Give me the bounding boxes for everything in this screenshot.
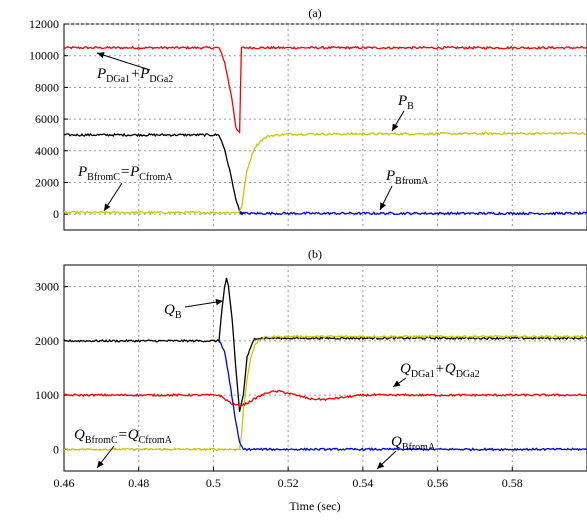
- series-annotation: PBfromA: [379, 168, 429, 211]
- annotation-arrowhead: [97, 52, 105, 59]
- y-tick-label: 12000: [29, 17, 59, 31]
- annotation-arrowhead: [215, 298, 223, 306]
- y-tick-label: 10000: [29, 49, 59, 63]
- annotation-arrowhead: [392, 123, 399, 131]
- series-annotation: PBfromC=PCfromA: [77, 164, 173, 212]
- series-line: [64, 334, 587, 452]
- series-line: [64, 389, 587, 408]
- series-annotation: QDGa1+QDGa2: [392, 361, 480, 388]
- y-tick-label: 0: [53, 207, 59, 221]
- annotation-label: PBfromC=PCfromA: [77, 164, 173, 183]
- annotation-label: QDGa1+QDGa2: [400, 361, 480, 380]
- chart-panel-b: (b) 0 1000 2000 3000 0.46 0.48 0.5 0.52 0.54 0.5…: [35, 247, 587, 513]
- series-line: [64, 132, 244, 215]
- panel-a-grid: [64, 23, 587, 230]
- panel-b-title: (b): [308, 247, 322, 261]
- annotation-label: QBfromA: [391, 434, 436, 453]
- series-annotation: PB: [391, 93, 414, 132]
- y-tick-label: 1000: [35, 388, 59, 402]
- x-tick-label: 0.52: [278, 476, 299, 490]
- panel-b-x-ticks: 0.46 0.48 0.5 0.52 0.54 0.56 0.58: [54, 467, 523, 490]
- x-tick-label: 0.56: [427, 476, 448, 490]
- y-tick-label: 0: [53, 442, 59, 456]
- annotation-arrowhead: [104, 203, 111, 211]
- annotation-label: QB: [164, 302, 182, 321]
- panel-a-series: [64, 45, 587, 216]
- panel-b-frame: [63, 264, 587, 472]
- annotation-label: PB: [397, 93, 414, 112]
- panel-a-y-ticks: 0 2000 4000 6000 8000 10000 12000: [29, 17, 68, 221]
- series-annotation: QBfromA: [376, 434, 436, 470]
- x-tick-label: 0.58: [502, 476, 523, 490]
- panel-b-annotations: QB QDGa1+QDGa2 QBfromC=QCfromA QBfromA: [74, 298, 480, 470]
- y-tick-label: 4000: [35, 144, 59, 158]
- x-tick-label: 0.54: [352, 476, 373, 490]
- chart-panel-a: (a) 0 2000 4000 6000 8000 10000 12000 PDGa1+PD…: [29, 6, 587, 231]
- annotation-label: PBfromA: [385, 168, 429, 187]
- panel-a-frame: [63, 23, 587, 231]
- annotation-arrowhead: [377, 461, 385, 469]
- annotation-arrowhead: [97, 460, 104, 468]
- panel-b-series: [64, 277, 587, 452]
- x-tick-label: 0.46: [54, 476, 75, 490]
- series-annotation: QB: [164, 298, 224, 321]
- y-tick-label: 2000: [35, 175, 59, 189]
- x-axis-label: Time (sec): [289, 499, 340, 513]
- annotation-label: PDGa1+PDGa2: [96, 66, 173, 85]
- y-tick-label: 3000: [35, 280, 59, 294]
- series-annotation: PDGa1+PDGa2: [96, 52, 173, 85]
- panel-b-y-ticks: 0 1000 2000 3000: [35, 280, 68, 456]
- series-line: [64, 45, 587, 134]
- series-annotation: QBfromC=QCfromA: [74, 427, 173, 469]
- annotation-arrow: [96, 52, 151, 71]
- y-tick-label: 8000: [35, 80, 59, 94]
- series-line: [64, 277, 587, 412]
- annotation-arrowhead: [393, 380, 401, 387]
- panel-a-annotations: PDGa1+PDGa2 PB PBfromC=PCfromA PBfromA: [77, 52, 429, 212]
- series-line: [239, 211, 587, 216]
- panel-a-title: (a): [308, 6, 321, 20]
- x-tick-label: 0.48: [128, 476, 149, 490]
- annotation-label: QBfromC=QCfromA: [74, 427, 173, 446]
- y-tick-label: 2000: [35, 334, 59, 348]
- annotation-arrowhead: [380, 202, 386, 210]
- y-tick-label: 6000: [35, 112, 59, 126]
- x-tick-label: 0.5: [206, 476, 221, 490]
- series-line: [218, 341, 587, 452]
- series-line: [64, 131, 587, 216]
